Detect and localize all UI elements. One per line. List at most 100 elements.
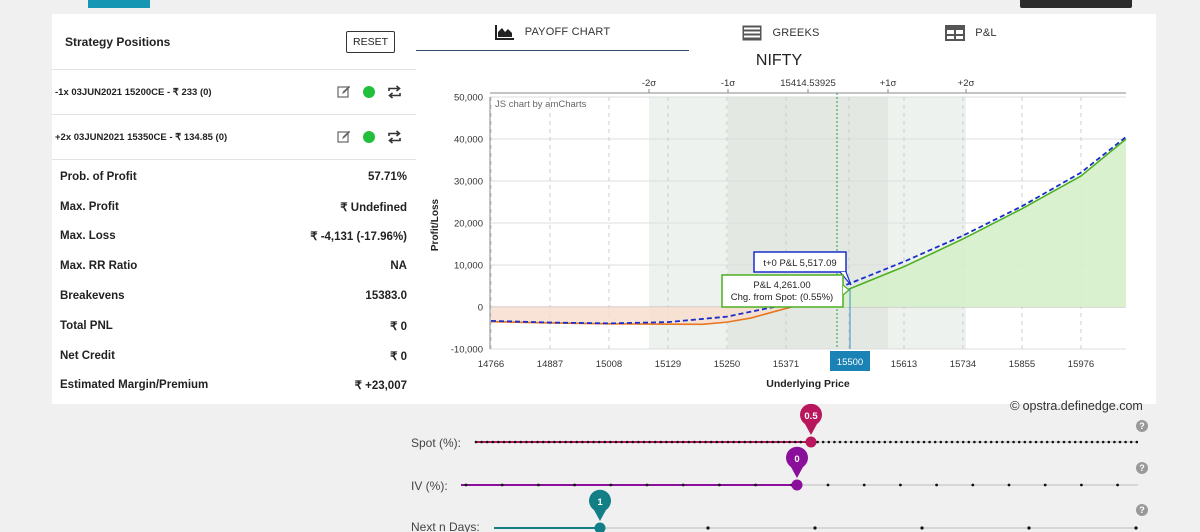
slider-value-pin (800, 404, 822, 435)
status-dot-icon[interactable] (363, 131, 375, 143)
edit-icon[interactable] (337, 130, 351, 144)
slider-tick (866, 440, 870, 444)
chart-credit: JS chart by amCharts (495, 99, 587, 110)
reset-button[interactable]: RESET (345, 30, 395, 53)
slider-handle[interactable] (791, 479, 803, 491)
expiry-loss-line (490, 306, 793, 326)
top-dark-button[interactable] (1020, 0, 1132, 8)
sigma-tick-label: +2σ (958, 78, 975, 89)
slider-tick (933, 440, 937, 444)
slider-tick (1113, 440, 1116, 444)
slider-tick (525, 440, 528, 444)
slider-tick (709, 440, 713, 444)
slider-tick (862, 483, 866, 487)
slider-tick (883, 440, 887, 444)
slider-handle[interactable] (805, 436, 817, 448)
slider-tick (872, 440, 875, 444)
slider-tick (1027, 526, 1031, 530)
help-icon[interactable]: ? (1136, 420, 1148, 432)
slider-tick (956, 440, 959, 444)
slider-tick (1134, 526, 1138, 530)
slider-tick (743, 440, 747, 444)
slider-tick (1007, 483, 1011, 487)
slider-tick (1017, 440, 1021, 444)
slider-tick (900, 440, 903, 444)
slider-tick (995, 440, 999, 444)
slider-tick (821, 440, 825, 444)
slider-tick (500, 483, 504, 487)
stat-row: Max. RR Ratio NA (52, 251, 416, 281)
positions-header: Strategy Positions RESET (52, 14, 416, 70)
slider-tick (670, 440, 674, 444)
positions-title: Strategy Positions (65, 34, 171, 49)
slider-tick (799, 440, 803, 444)
slider-tick (1006, 440, 1010, 444)
loss-area (491, 307, 792, 325)
slider-tick (1029, 440, 1032, 444)
slider-tick (793, 440, 797, 444)
slider-handle[interactable] (594, 522, 606, 532)
tab-label: GREEKS (772, 26, 820, 39)
grid-icon (945, 24, 966, 41)
tab-payoff-chart[interactable]: PAYOFF CHART (416, 14, 689, 51)
slider-tick (564, 440, 567, 444)
slider-tick (861, 440, 864, 444)
swap-icon[interactable] (387, 130, 402, 144)
slider-tick (1043, 483, 1047, 487)
stat-row: Net Credit ₹ 0 (52, 341, 416, 371)
x-tick-label: 14887 (537, 359, 563, 370)
slider-tick (905, 440, 909, 444)
watermark: © opstra.definedge.com (1010, 398, 1143, 413)
slider-tick (967, 440, 971, 444)
slider-value-pin (589, 489, 611, 521)
slider-tick (838, 440, 842, 444)
stat-value: ₹ Undefined (340, 201, 407, 214)
sigma-tick-label: -1σ (721, 78, 735, 89)
slider-tick (502, 440, 506, 444)
slider-tick (978, 440, 982, 444)
stat-value: 15383.0 (365, 290, 407, 303)
swap-icon[interactable] (387, 85, 402, 99)
slider-tick (609, 483, 613, 487)
tab-pnl[interactable]: P&L (873, 14, 1069, 51)
slider-tick (547, 440, 551, 444)
spot-slider-label: Spot (%): (411, 436, 462, 450)
slider-tick (971, 483, 975, 487)
iv-slider-label: IV (%): (411, 479, 448, 493)
help-icon[interactable]: ? (1136, 504, 1148, 516)
payoff-chart[interactable]: NIFTY JS chart by amCharts Profit/Loss U… (416, 51, 1156, 404)
slider-tick (1068, 440, 1071, 444)
slider-tick (989, 440, 993, 444)
help-icon[interactable]: ? (1136, 462, 1148, 474)
tab-greeks[interactable]: GREEKS (689, 14, 873, 51)
stat-row: Breakevens 15383.0 (52, 281, 416, 311)
pnl-tooltip-line2: Chg. from Spot: (0.55%) (731, 292, 833, 303)
slider-tick (1124, 440, 1127, 444)
x-axis-label: Underlying Price (766, 378, 850, 390)
stat-value: ₹ -4,131 (-17.96%) (310, 231, 407, 244)
stat-row: Max. Profit ₹ Undefined (52, 192, 416, 222)
slider-tick (1073, 440, 1077, 444)
slider-value-label: 1 (597, 497, 603, 508)
slider-tick (497, 440, 500, 444)
tab-label: P&L (975, 26, 997, 39)
slider-tick (765, 440, 769, 444)
slider-tick (973, 440, 976, 444)
x-tick-label: 14766 (478, 359, 504, 370)
status-dot-icon[interactable] (363, 86, 375, 98)
position-text: +2x 03JUN2021 15350CE - ₹ 134.85 (0) (55, 131, 228, 143)
slider-tick (920, 526, 924, 530)
slider-tick (945, 440, 948, 444)
slider-tick (1096, 440, 1099, 444)
top-action-button[interactable] (88, 0, 150, 8)
area-chart-icon (494, 25, 514, 40)
slider-tick (573, 483, 576, 487)
edit-icon[interactable] (337, 85, 351, 99)
x-tick-label: 15371 (773, 359, 799, 370)
y-tick-label: 50,000 (454, 93, 483, 104)
slider-tick (1118, 440, 1122, 444)
tab-label: PAYOFF CHART (524, 26, 611, 38)
y-tick-label: 0 (478, 303, 483, 314)
slider-tick (513, 440, 517, 444)
slider-tick (480, 440, 483, 444)
